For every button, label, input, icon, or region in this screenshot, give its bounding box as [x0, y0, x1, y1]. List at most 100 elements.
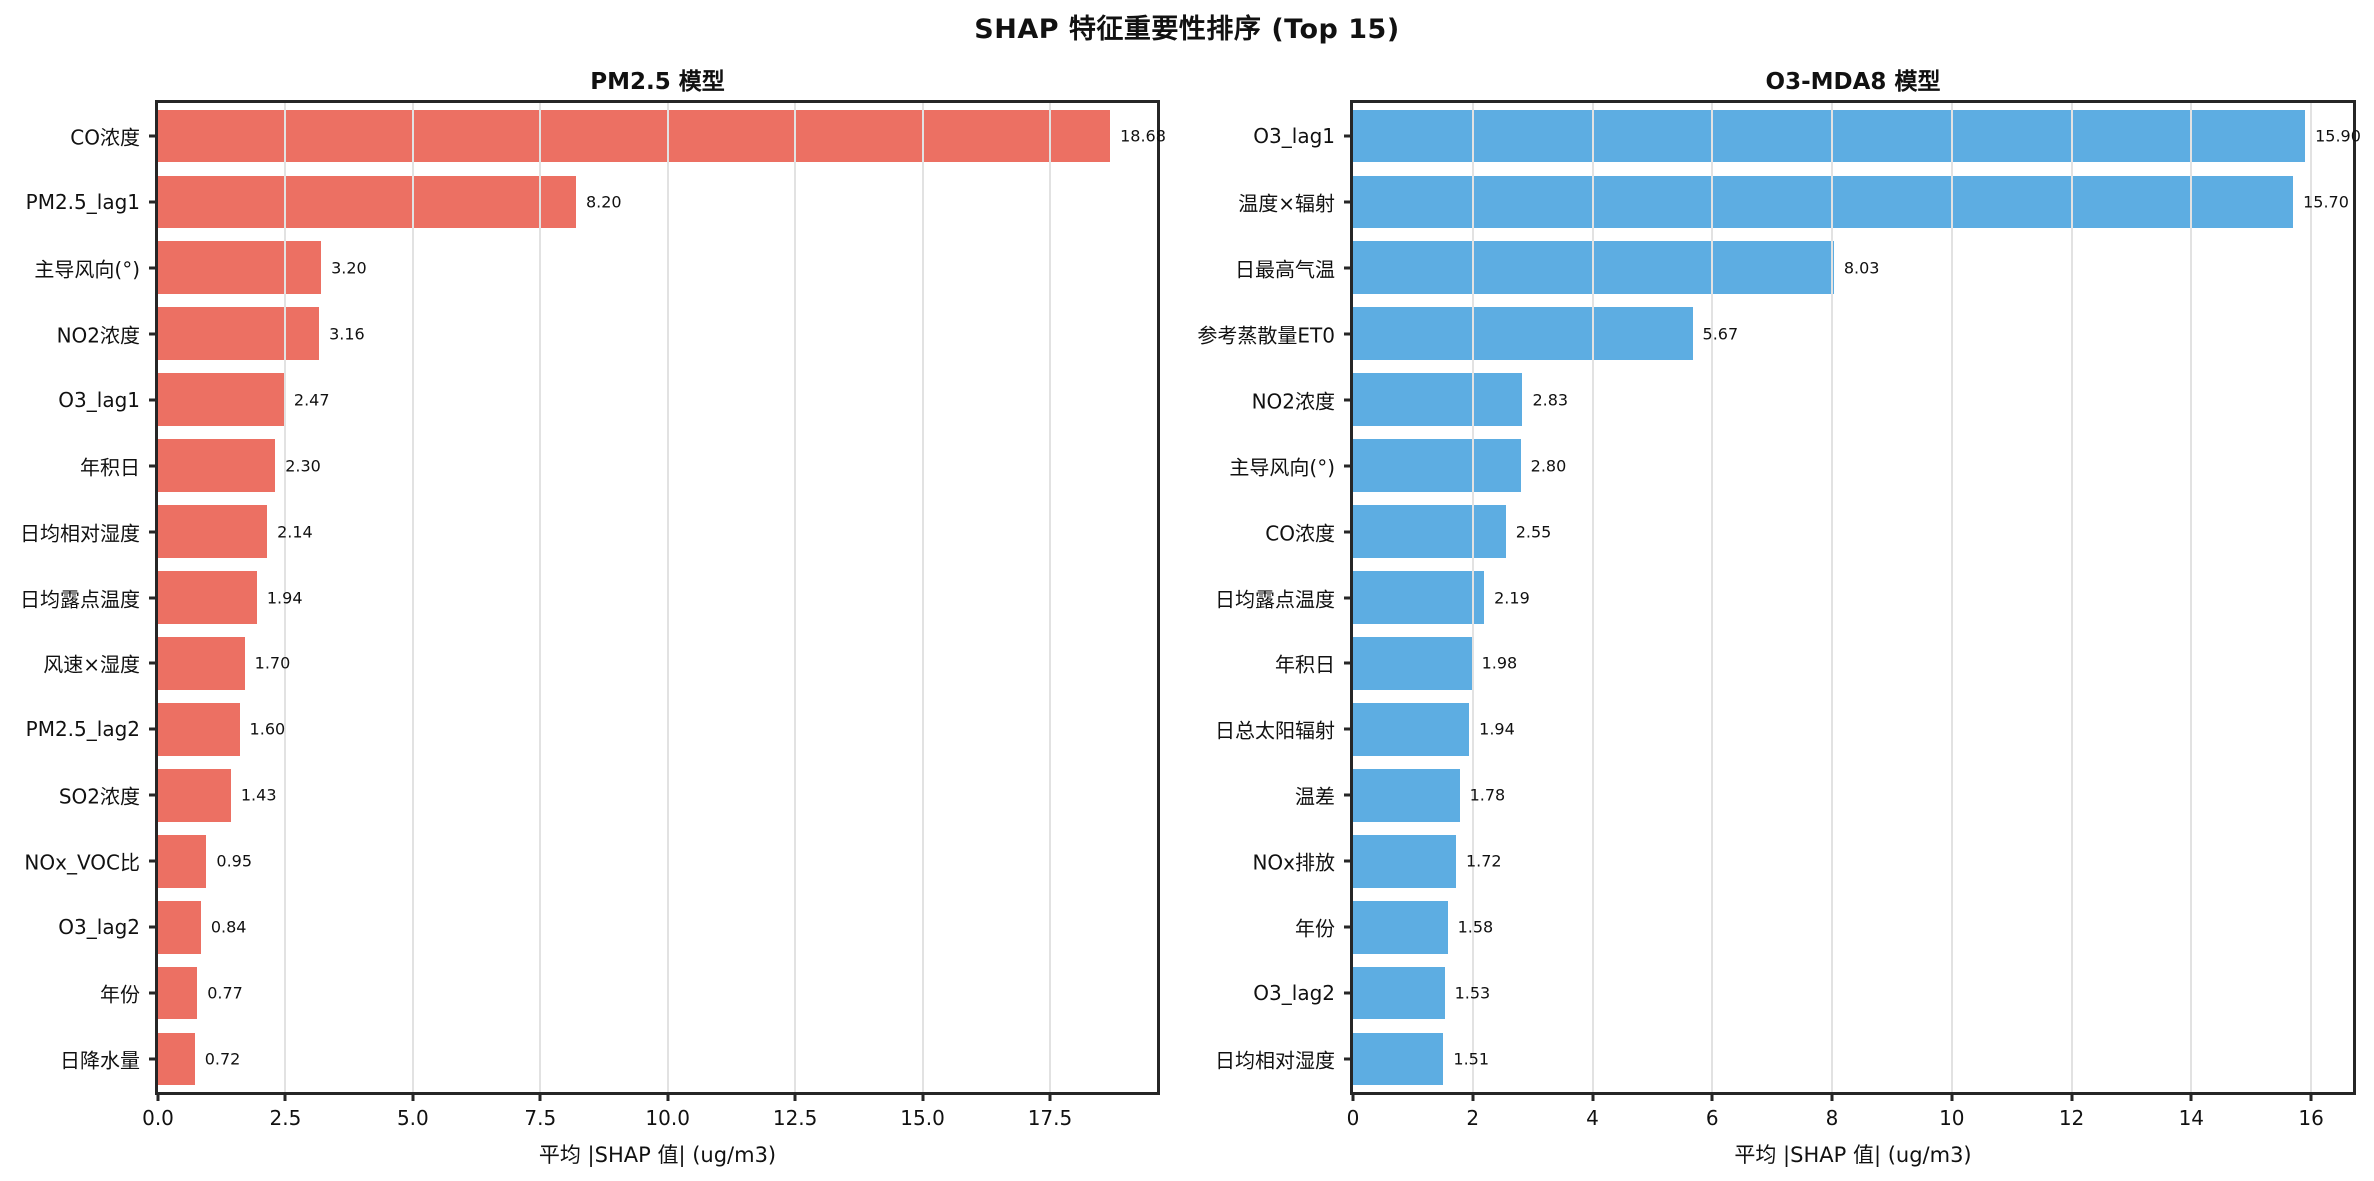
y-tick-label: 日均露点温度	[1215, 587, 1335, 611]
x-gridline	[1831, 103, 1834, 1092]
bar-value-label: 0.72	[204, 1049, 241, 1069]
bar	[1353, 637, 1472, 690]
x-gridline	[284, 103, 287, 1092]
y-tick-mark	[149, 661, 158, 665]
x-tick-label: 4	[1586, 1106, 1599, 1130]
x-tick-label: 14	[2178, 1106, 2205, 1130]
x-tick-mark	[2309, 1092, 2313, 1101]
x-tick-mark	[1591, 1092, 1595, 1101]
bar-value-label: 1.94	[1479, 719, 1515, 739]
x-tick-label: 16	[2298, 1106, 2324, 1130]
x-tick-mark	[1471, 1092, 1475, 1101]
y-tick-mark	[1344, 398, 1353, 402]
x-gridline	[2190, 103, 2193, 1092]
bar-value-label: 2.30	[285, 456, 321, 476]
x-gridline	[921, 103, 924, 1092]
x-tick-mark	[921, 1092, 925, 1101]
y-tick-mark	[149, 464, 158, 468]
y-tick-mark	[1344, 332, 1353, 336]
y-tick-label: 日均露点温度	[20, 587, 140, 611]
x-tick-mark	[2070, 1092, 2074, 1101]
y-tick-label: 年积日	[80, 455, 140, 480]
x-tick-label: 15.0	[900, 1106, 945, 1130]
bar	[158, 307, 320, 361]
x-tick-label: 12	[2058, 1106, 2085, 1130]
bar-value-label: 1.78	[1469, 785, 1506, 805]
y-tick-label: 参考蒸散量ET0	[1197, 323, 1335, 348]
bar-value-label: 3.20	[331, 258, 367, 278]
y-tick-label: 年份	[1295, 916, 1335, 941]
bar	[158, 702, 240, 756]
bar-value-label: 2.80	[1530, 456, 1567, 476]
y-tick-label: 日最高气温	[1235, 257, 1335, 282]
x-axis-label-pm25: 平均 |SHAP 值| (ug/m3)	[538, 1143, 777, 1167]
bar	[158, 109, 1111, 163]
y-tick-label: NOx排放	[1252, 850, 1335, 875]
bar-value-label: 1.72	[1465, 851, 1502, 871]
bar-value-label: 1.94	[266, 588, 303, 607]
y-tick-mark	[149, 398, 158, 402]
bar-value-label: 2.19	[1494, 588, 1530, 607]
bar-value-label: 3.16	[329, 324, 365, 344]
y-tick-label: 日总太阳辐射	[1215, 718, 1335, 743]
y-tick-mark	[1344, 859, 1353, 863]
y-tick-label: CO浓度	[70, 125, 140, 150]
bar	[1353, 175, 2294, 229]
y-tick-mark	[1344, 200, 1353, 204]
y-tick-label: NOx_VOC比	[24, 850, 140, 875]
bar	[158, 1032, 195, 1086]
x-gridline	[666, 103, 669, 1092]
bar	[1353, 373, 1523, 427]
y-tick-mark	[149, 727, 158, 731]
y-tick-label: CO浓度	[1265, 521, 1335, 546]
x-tick-label: 5.0	[396, 1106, 429, 1130]
x-tick-label: 0	[1346, 1106, 1360, 1130]
bar	[158, 900, 201, 954]
y-tick-mark	[149, 266, 158, 270]
bar	[158, 439, 276, 492]
x-gridline	[411, 103, 414, 1092]
plot-area-pm25: 0.0 2.5 5.0 7.5 10.0 12.5 15.0 17.5 CO浓度 18.68 PM2…	[20, 100, 1166, 1130]
bar	[158, 373, 284, 427]
x-tick-label: 6	[1705, 1106, 1719, 1130]
bar-value-label: 1.70	[254, 653, 291, 673]
y-tick-mark	[1344, 727, 1353, 731]
bar-value-label: 1.58	[1457, 917, 1494, 937]
y-tick-label: 温差	[1295, 784, 1335, 809]
y-tick-mark	[149, 596, 158, 599]
bar-value-label: 1.60	[249, 719, 286, 739]
y-tick-mark	[1344, 134, 1353, 138]
x-gridline	[2310, 103, 2313, 1092]
bar-value-label: 1.43	[240, 785, 277, 805]
x-tick-mark	[283, 1092, 287, 1101]
bar	[158, 571, 257, 624]
x-tick-label: 2.5	[269, 1106, 302, 1130]
bar-value-label: 5.67	[1702, 324, 1739, 344]
chart-title-pm25: PM2.5 模型	[590, 69, 725, 95]
bar	[1353, 1032, 1444, 1086]
y-tick-label: 日均相对湿度	[1215, 1048, 1335, 1073]
x-gridline	[1950, 103, 1953, 1092]
x-gridline	[1711, 103, 1714, 1092]
bar-value-label: 0.84	[210, 917, 247, 937]
x-tick-label: 10.0	[645, 1106, 690, 1130]
x-tick-mark	[156, 1092, 160, 1101]
y-tick-label: PM2.5_lag2	[25, 717, 140, 742]
x-tick-mark	[793, 1092, 797, 1101]
y-tick-mark	[1344, 925, 1353, 929]
y-tick-label: O3_lag1	[1253, 123, 1335, 148]
y-tick-label: O3_lag1	[58, 387, 140, 412]
y-tick-label: NO2浓度	[56, 323, 140, 348]
bar-value-label: 18.68	[1120, 126, 1166, 146]
x-tick-mark	[1351, 1092, 1355, 1101]
y-tick-label: 主导风向(°)	[1229, 455, 1335, 480]
y-tick-label: O3_lag2	[58, 915, 140, 940]
x-tick-label: 0.0	[142, 1106, 174, 1130]
y-tick-label: 日降水量	[60, 1048, 140, 1073]
y-tick-mark	[149, 332, 158, 336]
y-tick-label: SO2浓度	[58, 784, 140, 809]
bar-value-label: 2.14	[277, 522, 313, 542]
bar-value-label: 1.51	[1453, 1049, 1490, 1069]
x-gridline	[1471, 103, 1474, 1092]
bar	[1353, 834, 1456, 888]
